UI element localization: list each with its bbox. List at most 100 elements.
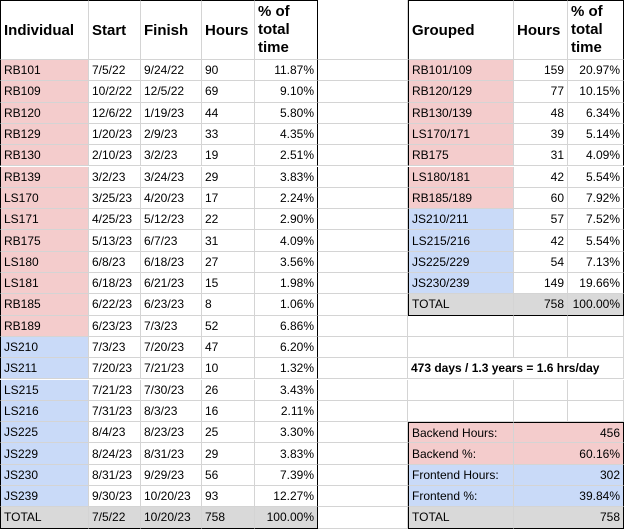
individual-name-cell[interactable]: JS211 <box>0 358 89 380</box>
empty-cell[interactable] <box>318 123 408 146</box>
empty-cell[interactable] <box>408 336 514 359</box>
grouped-total-hours[interactable]: 758 <box>514 294 568 316</box>
individual-pct-cell[interactable]: 3.83% <box>255 443 318 465</box>
empty-cell[interactable] <box>318 379 408 401</box>
empty-cell[interactable] <box>318 336 408 359</box>
individual-name-cell[interactable]: RB101 <box>0 60 89 82</box>
individual-start-cell[interactable]: 8/4/23 <box>89 422 141 444</box>
individual-finish-cell[interactable]: 7/30/23 <box>141 379 202 401</box>
empty-cell[interactable] <box>318 507 408 529</box>
individual-start-cell[interactable]: 10/2/22 <box>89 81 141 103</box>
grouped-name-cell[interactable]: LS170/171 <box>408 123 514 146</box>
grouped-pct-cell[interactable]: 6.34% <box>568 102 624 124</box>
summary-value-cell[interactable]: 456 <box>514 422 624 444</box>
individual-hours-cell[interactable]: 10 <box>202 358 255 380</box>
individual-pct-cell[interactable]: 7.39% <box>255 464 318 486</box>
empty-cell[interactable] <box>318 273 408 295</box>
individual-hours-cell[interactable]: 90 <box>202 60 255 82</box>
individual-hours-cell[interactable]: 27 <box>202 251 255 273</box>
individual-start-cell[interactable]: 7/21/23 <box>89 379 141 401</box>
individual-pct-cell[interactable]: 5.80% <box>255 102 318 124</box>
header-individual[interactable]: Individual <box>0 0 89 60</box>
empty-cell[interactable] <box>318 294 408 316</box>
individual-finish-cell[interactable]: 4/20/23 <box>141 187 202 210</box>
grouped-name-cell[interactable]: LS180/181 <box>408 166 514 188</box>
grouped-pct-cell[interactable]: 7.52% <box>568 209 624 231</box>
grouped-pct-cell[interactable]: 10.15% <box>568 81 624 103</box>
individual-name-cell[interactable]: RB109 <box>0 81 89 103</box>
grouped-pct-cell[interactable]: 7.13% <box>568 251 624 273</box>
individual-pct-cell[interactable]: 6.20% <box>255 336 318 359</box>
individual-hours-cell[interactable]: 47 <box>202 336 255 359</box>
individual-finish-cell[interactable]: 8/31/23 <box>141 443 202 465</box>
empty-cell[interactable] <box>318 209 408 231</box>
individual-finish-cell[interactable]: 7/3/23 <box>141 315 202 337</box>
grouped-name-cell[interactable]: RB175 <box>408 145 514 167</box>
summary-label-cell[interactable]: Frontend Hours: <box>408 464 514 486</box>
summary-label-cell[interactable]: Backend %: <box>408 443 514 465</box>
individual-finish-cell[interactable]: 12/5/22 <box>141 81 202 103</box>
individual-finish-cell[interactable]: 3/2/23 <box>141 145 202 167</box>
individual-hours-cell[interactable]: 17 <box>202 187 255 210</box>
days-per-hour-note[interactable]: 473 days / 1.3 years = 1.6 hrs/day <box>408 358 624 380</box>
individual-pct-cell[interactable]: 3.43% <box>255 379 318 401</box>
individual-pct-cell[interactable]: 1.06% <box>255 294 318 316</box>
individual-pct-cell[interactable]: 2.90% <box>255 209 318 231</box>
individual-name-cell[interactable]: LS215 <box>0 379 89 401</box>
individual-start-cell[interactable]: 6/8/23 <box>89 251 141 273</box>
empty-cell[interactable] <box>318 145 408 167</box>
grouped-name-cell[interactable]: LS215/216 <box>408 230 514 252</box>
individual-start-cell[interactable]: 3/25/23 <box>89 187 141 210</box>
empty-cell[interactable] <box>318 422 408 444</box>
individual-name-cell[interactable]: JS210 <box>0 336 89 359</box>
empty-cell[interactable] <box>514 379 568 401</box>
grouped-name-cell[interactable]: RB185/189 <box>408 187 514 210</box>
individual-hours-cell[interactable]: 93 <box>202 486 255 508</box>
individual-start-cell[interactable]: 1/20/23 <box>89 123 141 146</box>
individual-hours-cell[interactable]: 8 <box>202 294 255 316</box>
individual-finish-cell[interactable]: 10/20/23 <box>141 486 202 508</box>
empty-cell[interactable] <box>318 230 408 252</box>
grouped-hours-cell[interactable]: 42 <box>514 230 568 252</box>
empty-cell[interactable] <box>318 187 408 210</box>
empty-cell[interactable] <box>408 400 514 423</box>
individual-hours-cell[interactable]: 16 <box>202 400 255 423</box>
individual-name-cell[interactable]: JS225 <box>0 422 89 444</box>
empty-cell[interactable] <box>568 336 624 359</box>
individual-hours-cell[interactable]: 22 <box>202 209 255 231</box>
empty-cell[interactable] <box>514 400 568 423</box>
header-start[interactable]: Start <box>89 0 141 60</box>
grouped-pct-cell[interactable]: 5.54% <box>568 230 624 252</box>
grouped-hours-cell[interactable]: 42 <box>514 166 568 188</box>
individual-hours-cell[interactable]: 52 <box>202 315 255 337</box>
grouped-hours-cell[interactable]: 31 <box>514 145 568 167</box>
grouped-hours-cell[interactable]: 54 <box>514 251 568 273</box>
empty-cell[interactable] <box>318 81 408 103</box>
grouped-hours-cell[interactable]: 149 <box>514 273 568 295</box>
individual-finish-cell[interactable]: 8/23/23 <box>141 422 202 444</box>
empty-cell[interactable] <box>568 315 624 337</box>
individual-pct-cell[interactable]: 2.24% <box>255 187 318 210</box>
individual-pct-cell[interactable]: 1.98% <box>255 273 318 295</box>
individual-name-cell[interactable]: LS171 <box>0 209 89 231</box>
individual-start-cell[interactable]: 4/25/23 <box>89 209 141 231</box>
individual-total-pct[interactable]: 100.00% <box>255 507 318 529</box>
summary-label-cell[interactable]: Frontend %: <box>408 486 514 508</box>
individual-name-cell[interactable]: JS229 <box>0 443 89 465</box>
individual-name-cell[interactable]: LS181 <box>0 273 89 295</box>
individual-name-cell[interactable]: LS170 <box>0 187 89 210</box>
individual-start-cell[interactable]: 12/6/22 <box>89 102 141 124</box>
empty-cell[interactable] <box>318 486 408 508</box>
individual-start-cell[interactable]: 7/5/22 <box>89 60 141 82</box>
individual-start-cell[interactable]: 7/20/23 <box>89 358 141 380</box>
individual-start-cell[interactable]: 6/23/23 <box>89 315 141 337</box>
individual-name-cell[interactable]: RB185 <box>0 294 89 316</box>
individual-finish-cell[interactable]: 9/24/22 <box>141 60 202 82</box>
header-grouped[interactable]: Grouped <box>408 0 514 60</box>
individual-finish-cell[interactable]: 5/12/23 <box>141 209 202 231</box>
individual-name-cell[interactable]: JS239 <box>0 486 89 508</box>
individual-pct-cell[interactable]: 2.11% <box>255 400 318 423</box>
grouped-hours-cell[interactable]: 48 <box>514 102 568 124</box>
individual-hours-cell[interactable]: 31 <box>202 230 255 252</box>
individual-finish-cell[interactable]: 6/23/23 <box>141 294 202 316</box>
